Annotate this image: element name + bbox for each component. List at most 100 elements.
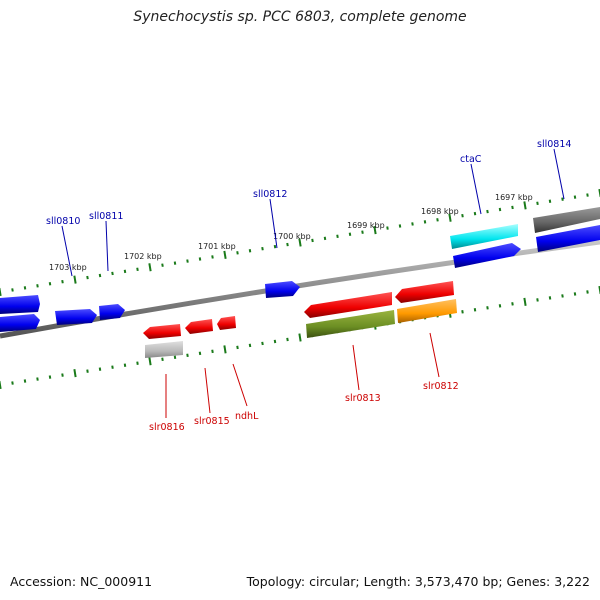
minor-tick [23,286,27,290]
major-tick [223,250,227,259]
callout-line [553,148,565,200]
minor-tick [211,255,214,259]
gene-arrow[interactable] [453,243,521,268]
scale-label: 1698 kbp [421,207,459,216]
gene-arrow[interactable] [99,304,125,320]
minor-tick [111,271,114,276]
minor-tick [361,230,364,234]
minor-tick [23,379,27,383]
gene-label-reverse[interactable]: slr0816 [149,422,185,433]
reverse-genes [143,281,457,358]
callout-line [105,220,109,272]
minor-tick [536,298,539,302]
gene-arrow[interactable] [397,299,457,323]
gene-label-forward[interactable]: sll0811 [89,211,123,222]
minor-tick [248,249,252,253]
gene-arrow[interactable] [0,314,40,332]
minor-tick [436,218,439,222]
minor-tick [186,353,189,358]
minor-tick [161,263,164,267]
major-tick [448,213,452,222]
forward-genes [0,207,600,332]
minor-tick [548,199,552,203]
callout-line [470,163,482,215]
minor-tick [236,251,239,255]
gene-arrow[interactable] [145,341,183,358]
callout-line [204,367,211,414]
gene-arrow[interactable] [533,207,600,233]
gene-label-reverse[interactable]: slr0813 [345,393,381,404]
minor-tick [286,337,289,342]
scale-label: 1697 kbp [495,193,533,202]
gene-arrow[interactable] [306,310,395,338]
reverse-labels: slr0816 slr0815 ndhL slr0813 slr0812 [149,381,459,433]
minor-tick [173,261,177,265]
minor-tick [473,211,477,216]
scale-label: 1703 kbp [49,263,87,272]
minor-tick [248,343,252,348]
gene-arrow[interactable] [450,224,518,249]
scale-label: 1700 kbp [273,232,311,241]
minor-tick [573,292,577,296]
major-tick [373,226,377,235]
callout-line [429,332,440,378]
minor-tick [286,242,289,247]
gene-arrow[interactable] [55,309,97,325]
minor-tick [273,244,277,249]
gene-label-forward[interactable]: ctaC [460,154,482,165]
minor-tick [498,207,502,212]
gene-arrow[interactable] [265,281,300,298]
minor-tick [198,257,202,261]
minor-tick [86,275,89,280]
minor-tick [573,195,577,199]
minor-tick [36,377,39,381]
minor-tick [586,193,589,197]
minor-tick [386,226,389,230]
minor-tick [261,246,264,251]
gene-arrow[interactable] [143,324,181,339]
scale-label: 1701 kbp [198,242,236,251]
minor-tick [398,224,402,228]
minor-tick [11,381,14,385]
gene-arrow[interactable] [304,292,392,318]
minor-tick [423,220,427,224]
accession-text: Accession: NC_000911 [10,574,153,589]
minor-tick [123,269,127,274]
minor-tick [273,339,277,344]
minor-tick [561,294,564,298]
gene-arrow[interactable] [536,225,600,252]
scale-ticks-upper [0,188,600,297]
scale-labels: 1703 kbp 1702 kbp 1701 kbp 1700 kbp 1699… [49,193,533,272]
minor-tick [61,279,64,284]
gene-label-forward[interactable]: sll0814 [537,139,571,150]
minor-tick [323,236,327,241]
minor-tick [486,306,489,310]
gene-label-reverse[interactable]: ndhL [235,411,259,422]
gene-label-reverse[interactable]: slr0815 [194,416,230,427]
major-tick [0,380,2,390]
minor-tick [173,355,177,360]
gene-arrow[interactable] [0,295,40,314]
minor-tick [136,267,139,272]
major-tick [523,201,527,210]
forward-callouts [61,148,565,277]
minor-tick [48,282,52,286]
callout-line [269,198,278,249]
minor-tick [348,232,352,236]
gene-arrow[interactable] [395,281,454,303]
minor-tick [48,375,52,379]
minor-tick [211,349,214,354]
gene-label-forward[interactable]: sll0812 [253,189,287,200]
gene-label-reverse[interactable]: slr0812 [423,381,459,392]
callout-line [232,363,248,407]
gene-arrow[interactable] [217,316,236,330]
major-tick [148,263,152,272]
major-tick [73,275,77,284]
minor-tick [36,284,39,288]
minor-tick [186,259,189,263]
gene-label-forward[interactable]: sll0810 [46,216,80,227]
gene-arrow[interactable] [185,319,213,334]
minor-tick [486,209,489,214]
minor-tick [61,373,64,377]
